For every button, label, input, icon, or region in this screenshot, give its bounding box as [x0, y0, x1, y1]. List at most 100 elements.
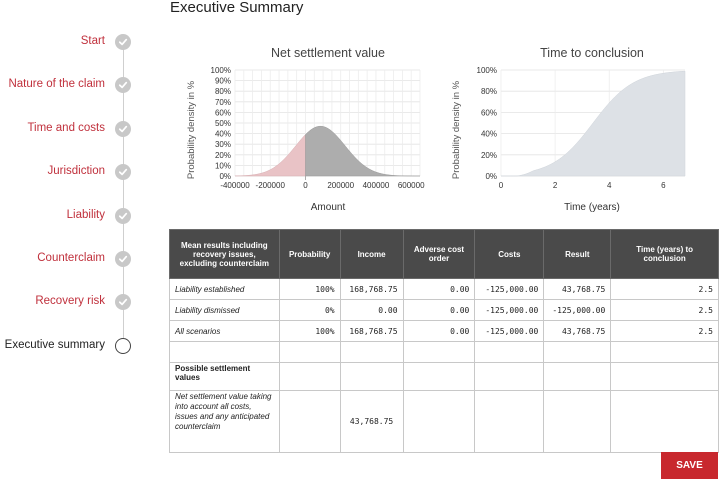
step-label: Recovery risk	[35, 295, 105, 307]
step-item[interactable]: Counterclaim	[0, 250, 134, 270]
income-cell: 168,768.75	[339, 278, 404, 300]
check-icon	[115, 208, 131, 224]
column-header-probability: Probability	[278, 229, 341, 279]
income-cell: 168,768.75	[339, 320, 404, 342]
y-tick-label: 80%	[481, 87, 497, 96]
step-label: Counterclaim	[37, 252, 105, 264]
chart-title: Net settlement value	[271, 46, 385, 60]
x-tick-label: -400000	[220, 181, 250, 190]
row-label: Liability established	[169, 278, 280, 300]
check-icon	[115, 251, 131, 267]
row-label: All scenarios	[169, 320, 280, 342]
cumulative-time-area	[501, 70, 686, 177]
probability-cell: 0%	[278, 299, 341, 321]
table-row: Possible settlement values	[169, 362, 719, 391]
y-tick-label: 0%	[485, 172, 497, 181]
adverse-cost-cell: 0.00	[402, 320, 476, 342]
y-tick-label: 80%	[215, 87, 231, 96]
table-row: Net settlement value taking into account…	[169, 390, 719, 453]
x-tick-label: 600000	[398, 181, 425, 190]
column-header-scenario: Mean results including recovery issues, …	[169, 229, 280, 279]
x-tick-label: 0	[499, 181, 504, 190]
y-tick-label: 60%	[481, 108, 497, 117]
time-to-conclusion-chart: Time to conclusion 0% 20% 40% 60% 80% 100% 0 2 4…	[451, 46, 686, 213]
column-header-income: Income	[339, 229, 404, 279]
y-tick-label: 40%	[481, 130, 497, 139]
x-tick-label: 4	[607, 181, 612, 190]
y-tick-label: 70%	[215, 98, 231, 107]
result-cell: -125,000.00	[543, 299, 612, 321]
check-icon	[115, 164, 131, 180]
step-item[interactable]: Liability	[0, 207, 134, 227]
probability-cell: 100%	[278, 278, 341, 300]
income-cell: 0.00	[339, 299, 404, 321]
x-tick-label: 2	[553, 181, 558, 190]
settlement-value-cell: 43,768.75	[339, 390, 404, 453]
x-tick-label: -200000	[256, 181, 286, 190]
progress-stepper: Start Nature of the claim Time and costs Ju…	[0, 0, 140, 480]
y-tick-label: 60%	[215, 108, 231, 117]
adverse-cost-cell: 0.00	[402, 299, 476, 321]
column-header-adverse-cost: Adverse cost order	[402, 229, 476, 279]
costs-cell: -125,000.00	[474, 320, 545, 342]
net-settlement-value-chart: Net settlement value 0% 10%20% 30%40% 50% 60…	[186, 46, 425, 213]
result-cell: 43,768.75	[543, 320, 612, 342]
column-header-result: Result	[543, 229, 612, 279]
time-cell: 2.5	[610, 299, 719, 321]
step-label: Liability	[66, 209, 105, 221]
check-icon	[115, 121, 131, 137]
step-label: Jurisdiction	[47, 165, 105, 177]
y-axis-label: Probability density in %	[451, 80, 462, 179]
adverse-cost-cell: 0.00	[402, 278, 476, 300]
x-axis-label: Amount	[311, 202, 346, 213]
row-label: Liability dismissed	[169, 299, 280, 321]
time-cell: 2.5	[610, 320, 719, 342]
y-tick-label: 10%	[215, 161, 231, 170]
x-tick-label: 6	[661, 181, 666, 190]
step-item[interactable]: Time and costs	[0, 120, 134, 140]
y-tick-label: 50%	[215, 119, 231, 128]
step-item[interactable]: Executive summary	[0, 337, 134, 357]
results-table: Mean results including recovery issues, …	[169, 229, 719, 453]
probability-cell: 100%	[278, 320, 341, 342]
chart-title: Time to conclusion	[540, 46, 644, 60]
current-step-circle-icon	[115, 338, 131, 354]
check-icon	[115, 34, 131, 50]
x-tick-label: 400000	[363, 181, 390, 190]
y-axis-label: Probability density in %	[186, 80, 197, 179]
save-button[interactable]: SAVE	[661, 452, 718, 479]
time-cell: 2.5	[610, 278, 719, 300]
result-cell: 43,768.75	[543, 278, 612, 300]
step-item[interactable]: Jurisdiction	[0, 163, 134, 183]
step-label: Time and costs	[27, 122, 105, 134]
page-title: Executive Summary	[170, 0, 304, 16]
table-row: Liability dismissed 0% 0.00 0.00 -125,00…	[169, 299, 719, 321]
step-item[interactable]: Recovery risk	[0, 293, 134, 313]
step-label: Nature of the claim	[8, 78, 105, 90]
negative-value-area	[234, 133, 306, 177]
y-tick-label: 20%	[481, 151, 497, 160]
column-header-time: Time (years) to conclusion	[610, 229, 719, 279]
y-tick-label: 100%	[477, 66, 497, 75]
costs-cell: -125,000.00	[474, 278, 545, 300]
step-label: Executive summary	[4, 339, 105, 351]
x-tick-label: 200000	[327, 181, 354, 190]
table-spacer-row	[169, 341, 719, 363]
column-header-costs: Costs	[474, 229, 545, 279]
step-item[interactable]: Nature of the claim	[0, 76, 134, 96]
positive-value-area	[305, 125, 421, 177]
table-header-row: Mean results including recovery issues, …	[169, 229, 719, 279]
table-row: All scenarios 100% 168,768.75 0.00 -125,…	[169, 320, 719, 342]
check-icon	[115, 294, 131, 310]
y-tick-label: 100%	[211, 66, 231, 75]
stepper-connector-line	[123, 40, 124, 346]
costs-cell: -125,000.00	[474, 299, 545, 321]
check-icon	[115, 77, 131, 93]
y-tick-label: 20%	[215, 151, 231, 160]
step-item[interactable]: Start	[0, 33, 134, 53]
y-tick-label: 40%	[215, 130, 231, 139]
y-tick-label: 90%	[215, 77, 231, 86]
y-tick-label: 0%	[219, 172, 231, 181]
table-row: Liability established 100% 168,768.75 0.…	[169, 278, 719, 300]
x-tick-label: 0	[303, 181, 308, 190]
